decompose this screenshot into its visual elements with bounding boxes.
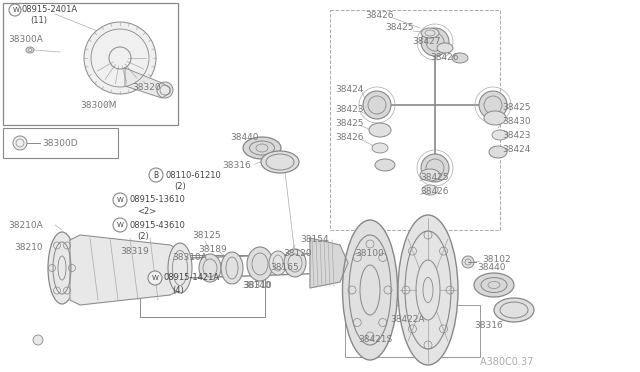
Text: 08915-1421A: 08915-1421A — [164, 273, 220, 282]
Bar — [140, 255, 265, 317]
Text: 38427: 38427 — [412, 38, 440, 46]
Ellipse shape — [284, 249, 306, 277]
Text: 38210A: 38210A — [8, 221, 43, 230]
Ellipse shape — [398, 215, 458, 365]
Text: 38426: 38426 — [430, 52, 458, 61]
Text: W: W — [13, 7, 19, 13]
Ellipse shape — [420, 169, 440, 181]
Text: 38310: 38310 — [243, 280, 272, 289]
Text: (11): (11) — [30, 16, 47, 25]
Text: 38125: 38125 — [192, 231, 221, 241]
Text: 08915-43610: 08915-43610 — [129, 221, 185, 230]
Circle shape — [462, 256, 474, 268]
Text: 08915-13610: 08915-13610 — [129, 196, 185, 205]
Bar — [3, 128, 118, 158]
Text: 38423: 38423 — [335, 106, 364, 115]
Text: W: W — [117, 197, 124, 203]
Text: 38140: 38140 — [242, 280, 271, 289]
Text: 38189: 38189 — [198, 244, 227, 253]
Text: A380C0 37: A380C0 37 — [480, 357, 533, 367]
Text: W: W — [117, 222, 124, 228]
Text: 38120: 38120 — [283, 250, 312, 259]
Text: 38426: 38426 — [420, 187, 449, 196]
Ellipse shape — [243, 137, 281, 159]
Bar — [3, 3, 178, 125]
Circle shape — [33, 335, 43, 345]
Text: 38440: 38440 — [477, 263, 506, 272]
Text: 38319: 38319 — [120, 247, 148, 257]
Polygon shape — [310, 238, 348, 288]
Text: 38421S: 38421S — [358, 336, 392, 344]
Text: W: W — [152, 275, 159, 281]
Text: 38210: 38210 — [14, 244, 43, 253]
Ellipse shape — [261, 151, 299, 173]
Text: 38320: 38320 — [132, 83, 161, 92]
Text: 38430: 38430 — [502, 118, 531, 126]
Text: 38300M: 38300M — [80, 100, 116, 109]
Text: 38425: 38425 — [420, 173, 449, 183]
Polygon shape — [125, 68, 170, 98]
Text: 38310A: 38310A — [172, 253, 207, 262]
Text: 38424: 38424 — [335, 86, 364, 94]
Ellipse shape — [84, 22, 156, 94]
Text: 38300D: 38300D — [42, 138, 77, 148]
Ellipse shape — [247, 247, 273, 281]
Text: 38316: 38316 — [222, 160, 251, 170]
Ellipse shape — [375, 159, 395, 171]
Text: 38100: 38100 — [355, 248, 384, 257]
Ellipse shape — [372, 143, 388, 153]
Ellipse shape — [269, 251, 287, 275]
Ellipse shape — [168, 243, 192, 293]
Text: 38165: 38165 — [270, 263, 299, 273]
Ellipse shape — [452, 53, 468, 63]
Bar — [345, 305, 480, 357]
Text: <2>: <2> — [137, 208, 156, 217]
Text: 38422A: 38422A — [390, 315, 424, 324]
Ellipse shape — [199, 254, 221, 282]
Circle shape — [148, 271, 162, 285]
Ellipse shape — [489, 146, 507, 158]
Text: 38316: 38316 — [474, 321, 503, 330]
Ellipse shape — [421, 28, 439, 38]
Text: 38440: 38440 — [230, 134, 259, 142]
Ellipse shape — [474, 273, 514, 297]
Circle shape — [13, 136, 27, 150]
Text: 38300A: 38300A — [8, 35, 43, 45]
Text: 38425: 38425 — [335, 119, 364, 128]
Text: 38102: 38102 — [482, 256, 511, 264]
Ellipse shape — [421, 28, 449, 56]
Text: 38425: 38425 — [502, 103, 531, 112]
Ellipse shape — [369, 123, 391, 137]
Ellipse shape — [484, 111, 506, 125]
Text: 38426: 38426 — [365, 10, 394, 19]
Polygon shape — [70, 235, 180, 305]
Ellipse shape — [421, 154, 449, 182]
Ellipse shape — [157, 82, 173, 98]
Text: 08915-2401A: 08915-2401A — [22, 6, 78, 15]
Ellipse shape — [221, 252, 243, 284]
Ellipse shape — [48, 232, 76, 304]
Text: 38425: 38425 — [385, 23, 413, 32]
Ellipse shape — [479, 91, 507, 119]
Ellipse shape — [437, 43, 453, 53]
Text: 38423: 38423 — [502, 131, 531, 141]
Ellipse shape — [422, 185, 438, 195]
Ellipse shape — [492, 130, 508, 140]
Text: B: B — [154, 170, 159, 180]
Text: (2): (2) — [137, 232, 148, 241]
Text: (2): (2) — [174, 182, 186, 190]
Ellipse shape — [26, 47, 34, 53]
Ellipse shape — [363, 91, 391, 119]
Text: 08110-61210: 08110-61210 — [165, 170, 221, 180]
Text: 38426: 38426 — [335, 134, 364, 142]
Bar — [330, 10, 500, 230]
Ellipse shape — [494, 298, 534, 322]
Text: (4): (4) — [172, 286, 184, 295]
Text: 38424: 38424 — [502, 145, 531, 154]
Ellipse shape — [342, 220, 397, 360]
Text: 38154: 38154 — [300, 235, 328, 244]
